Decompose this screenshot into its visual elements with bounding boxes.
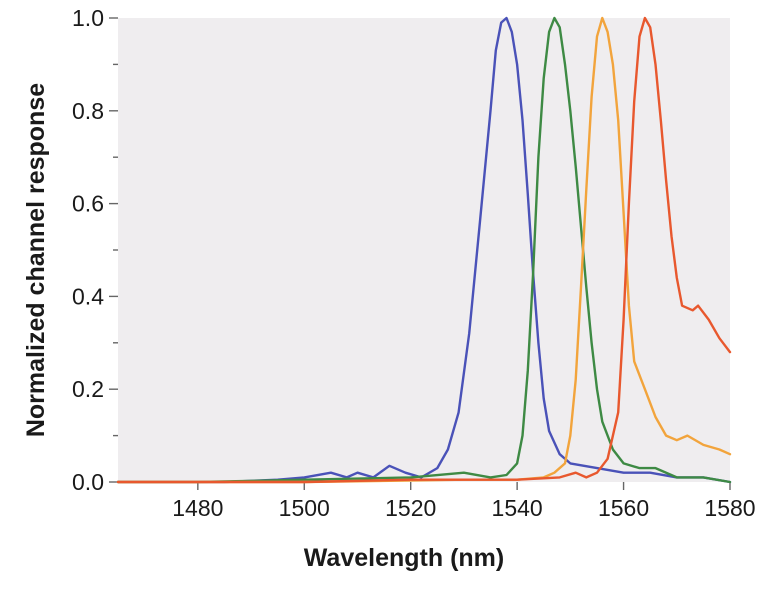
series-line-2 bbox=[116, 16, 732, 484]
y-tick-label: 0.2 bbox=[72, 376, 104, 402]
y-tick-label: 0.0 bbox=[72, 469, 104, 495]
y-tick-label: 0.6 bbox=[72, 191, 104, 217]
plot-area bbox=[118, 18, 730, 482]
series-line-3 bbox=[116, 16, 732, 484]
series-line-1 bbox=[116, 16, 732, 484]
x-tick-label: 1520 bbox=[385, 495, 436, 521]
x-tick-label: 1480 bbox=[172, 495, 223, 521]
x-tick-label: 1540 bbox=[492, 495, 543, 521]
x-tick-label: 1580 bbox=[704, 495, 755, 521]
y-tick-label: 0.4 bbox=[72, 283, 104, 309]
x-axis-title: Wavelength (nm) bbox=[304, 544, 504, 572]
y-tick-label: 0.8 bbox=[72, 98, 104, 124]
series-line-4 bbox=[116, 16, 732, 484]
x-tick-label: 1500 bbox=[279, 495, 330, 521]
x-axis: 1480 1500 1520 1540 1560 1580 bbox=[172, 482, 756, 521]
y-axis-title: Normalized channel response bbox=[22, 83, 50, 437]
series-layer bbox=[116, 16, 732, 484]
x-tick-label: 1560 bbox=[598, 495, 649, 521]
y-axis: 0.0 0.2 0.4 0.6 0.8 1.0 bbox=[72, 5, 118, 495]
y-tick-label: 1.0 bbox=[72, 5, 104, 31]
